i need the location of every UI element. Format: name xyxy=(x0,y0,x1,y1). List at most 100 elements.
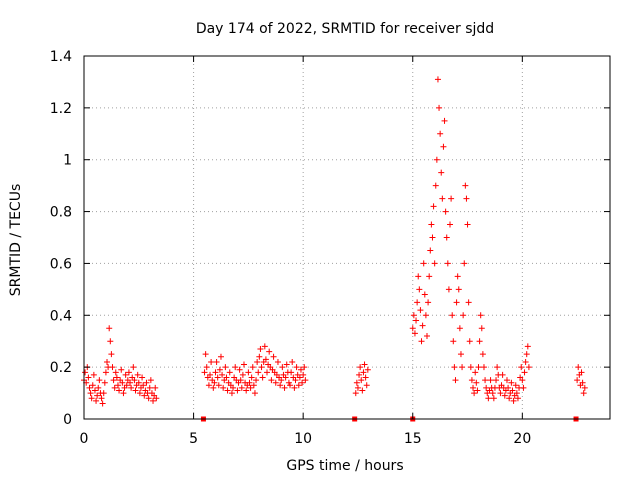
y-tick-labels: 0 0.2 0.4 0.6 0.8 1 1.2 1.4 xyxy=(50,49,72,428)
data-point xyxy=(415,273,422,280)
data-point xyxy=(494,364,501,371)
data-point xyxy=(282,374,289,381)
data-point xyxy=(480,364,487,371)
data-point xyxy=(116,387,123,394)
data-point xyxy=(261,343,268,350)
data-point xyxy=(420,260,427,267)
data-point xyxy=(460,312,467,319)
data-point xyxy=(254,358,261,365)
data-point xyxy=(477,312,484,319)
data-point xyxy=(302,377,309,384)
data-point xyxy=(575,364,582,371)
x-tick-label: 10 xyxy=(294,431,312,447)
data-point xyxy=(455,286,462,293)
data-point xyxy=(463,195,470,202)
data-point xyxy=(224,387,231,394)
data-point xyxy=(277,382,284,389)
x-tick-label: 5 xyxy=(189,431,198,447)
data-point xyxy=(501,392,508,399)
data-point xyxy=(215,382,222,389)
data-point xyxy=(262,356,269,363)
data-point xyxy=(287,382,294,389)
data-point xyxy=(419,322,426,329)
data-point xyxy=(474,387,481,394)
data-point xyxy=(414,299,421,306)
data-point xyxy=(251,390,258,397)
data-point xyxy=(421,291,428,298)
data-point xyxy=(441,117,448,124)
data-point xyxy=(356,371,363,378)
data-point xyxy=(99,400,106,407)
data-point xyxy=(98,395,105,402)
data-point xyxy=(468,377,475,384)
data-point xyxy=(127,379,134,386)
data-point xyxy=(521,369,528,376)
grid-lines xyxy=(84,56,610,419)
data-point xyxy=(245,369,252,376)
data-point xyxy=(361,361,368,368)
data-point xyxy=(433,156,440,163)
data-point xyxy=(140,382,147,389)
data-point xyxy=(471,390,478,397)
data-point xyxy=(503,377,510,384)
data-point xyxy=(490,395,497,402)
data-point xyxy=(427,247,434,254)
data-point xyxy=(223,374,230,381)
data-point xyxy=(363,382,370,389)
chart-title: Day 174 of 2022, SRMTID for receiver sjd… xyxy=(196,21,494,37)
data-point xyxy=(439,195,446,202)
data-point xyxy=(150,397,157,404)
data-point xyxy=(449,312,456,319)
data-point xyxy=(119,379,126,386)
data-point xyxy=(423,333,430,340)
data-point xyxy=(425,299,432,306)
data-point xyxy=(288,369,295,376)
data-point xyxy=(279,364,286,371)
data-point xyxy=(86,384,93,391)
data-point xyxy=(232,364,239,371)
data-point xyxy=(110,377,117,384)
data-point xyxy=(429,234,436,241)
data-point xyxy=(268,377,275,384)
data-point xyxy=(113,374,120,381)
data-point xyxy=(238,384,245,391)
data-point xyxy=(485,395,492,402)
data-point xyxy=(426,273,433,280)
data-point xyxy=(418,338,425,345)
data-point xyxy=(212,369,219,376)
data-point xyxy=(512,382,519,389)
x-axis-label: GPS time / hours xyxy=(286,458,403,474)
data-point xyxy=(466,338,473,345)
data-point xyxy=(479,351,486,358)
data-point xyxy=(442,208,449,215)
y-tick-label: 0.8 xyxy=(50,205,72,221)
data-point xyxy=(465,299,472,306)
data-point xyxy=(297,366,304,373)
data-point xyxy=(461,260,468,267)
data-point xyxy=(141,392,148,399)
data-point xyxy=(437,130,444,137)
data-point xyxy=(272,379,279,386)
data-point xyxy=(247,384,254,391)
data-point xyxy=(220,384,227,391)
data-points xyxy=(81,76,588,422)
data-point xyxy=(354,384,361,391)
data-point xyxy=(411,330,418,337)
data-point xyxy=(508,379,515,386)
data-point xyxy=(107,338,114,345)
data-point xyxy=(525,364,532,371)
data-point xyxy=(249,364,256,371)
data-point xyxy=(203,364,210,371)
data-point xyxy=(487,377,494,384)
data-point xyxy=(301,364,308,371)
data-point xyxy=(457,351,464,358)
data-point xyxy=(253,377,260,384)
data-point xyxy=(291,384,298,391)
data-point xyxy=(443,234,450,241)
data-point xyxy=(438,169,445,176)
data-point xyxy=(364,366,371,373)
data-point xyxy=(283,361,290,368)
data-point xyxy=(524,343,531,350)
data-point xyxy=(581,384,588,391)
data-point xyxy=(448,195,455,202)
